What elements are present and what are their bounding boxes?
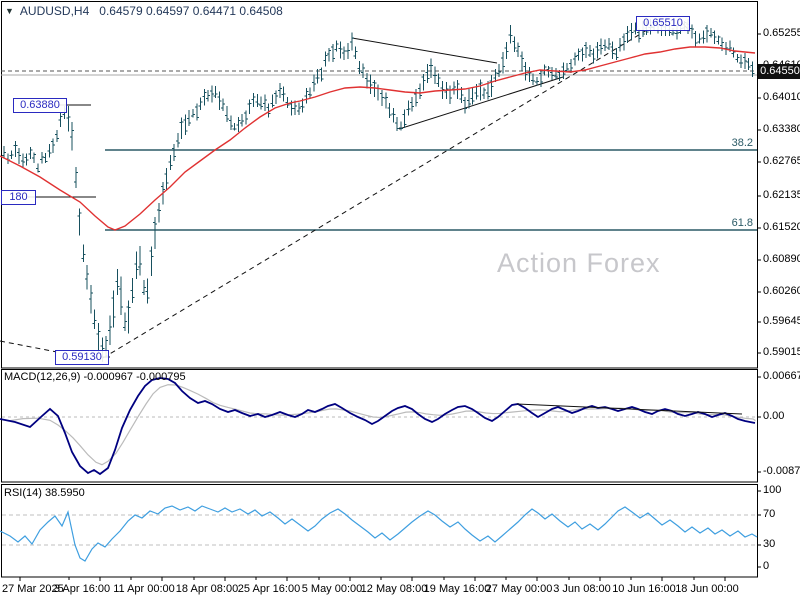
time-axis-label-3: 18 Apr 08:00 — [175, 583, 239, 595]
price-callout-180[interactable]: 180 — [1, 190, 36, 205]
macd-signal-line — [7, 384, 756, 466]
watermark: Action Forex — [497, 248, 661, 278]
price-axis-label-8: 0.60260 — [763, 285, 800, 297]
rsi-line — [0, 505, 758, 562]
axis-ticks — [19, 33, 761, 581]
macd-axis-label-2: -0.008724 — [763, 465, 800, 477]
symbol-dropdown-icon[interactable]: ▼ — [5, 6, 14, 16]
rsi-axis-label-0: 100 — [763, 484, 782, 496]
chart-title-bar: ▼ AUDUSD,H4 0.64579 0.64597 0.64471 0.6450… — [5, 4, 283, 18]
time-axis-label-4: 25 Apr 16:00 — [237, 583, 301, 595]
time-axis-label-2: 11 Apr 00:00 — [113, 583, 175, 595]
macd-axis-label-0: 0.006675 — [763, 370, 800, 382]
time-axis-label-6: 12 May 08:00 — [360, 583, 428, 595]
macd-main-line — [0, 377, 756, 476]
time-axis-label-11: 18 Jun 00:00 — [675, 583, 739, 595]
fib-level-label-38-2: 38.2 — [731, 137, 753, 149]
price-callout-065510[interactable]: 0.65510 — [636, 16, 690, 31]
rsi-axis-label-3: 0 — [763, 560, 770, 572]
macd-axis-label-1: 0.00 — [763, 410, 785, 422]
price-axis-label-5: 0.62135 — [763, 189, 800, 201]
current-price-box: 0.64550 — [758, 64, 800, 79]
price-axis-label-6: 0.61520 — [763, 221, 800, 233]
price-callout-063880[interactable]: 0.63880 — [13, 98, 67, 113]
price-axis-label-4: 0.62765 — [763, 155, 800, 167]
time-axis-label-1: 3 Apr 16:00 — [53, 583, 111, 595]
price-axis-label-2: 0.64010 — [763, 91, 800, 103]
dashed-trendline-1[interactable] — [0, 340, 58, 353]
price-axis-label-7: 0.60890 — [763, 253, 800, 265]
trendline-1[interactable] — [398, 76, 564, 130]
time-axis-label-8: 27 May 00:00 — [485, 583, 553, 595]
ohlc-readout: 0.64579 0.64597 0.64471 0.64508 — [99, 4, 283, 18]
macd-trendline[interactable] — [516, 403, 743, 415]
time-axis-label-0: 27 Mar 2025 — [2, 583, 64, 595]
price-axis-label-10: 0.59015 — [763, 346, 800, 358]
rsi-indicator-label: RSI(14) 38.5950 — [4, 487, 85, 499]
time-axis-label-5: 5 May 00:00 — [301, 583, 363, 595]
rsi-axis-label-2: 30 — [763, 538, 776, 550]
price-bars — [2, 18, 755, 362]
fib-level-label-61-8: 61.8 — [731, 217, 753, 229]
price-axis-label-0: 0.65255 — [763, 27, 800, 39]
panel-borders — [1, 1, 758, 578]
symbol-period-label: AUDUSD,H4 — [19, 4, 90, 18]
moving-average-line — [0, 46, 756, 231]
time-axis-label-10: 10 Jun 16:00 — [612, 583, 676, 595]
time-axis-label-7: 19 May 16:00 — [423, 583, 491, 595]
price-axis-label-3: 0.63380 — [763, 123, 800, 135]
rsi-axis-label-1: 70 — [763, 508, 776, 520]
dashed-trendline-0[interactable] — [102, 26, 653, 359]
macd-indicator-label: MACD(12,26,9) -0.000967 -0.000795 — [4, 371, 186, 383]
price-callout-059130[interactable]: 0.59130 — [55, 350, 109, 365]
time-axis-label-9: 3 Jun 08:00 — [553, 583, 611, 595]
price-axis-label-9: 0.59645 — [763, 315, 800, 327]
trendline-0[interactable] — [351, 37, 498, 64]
